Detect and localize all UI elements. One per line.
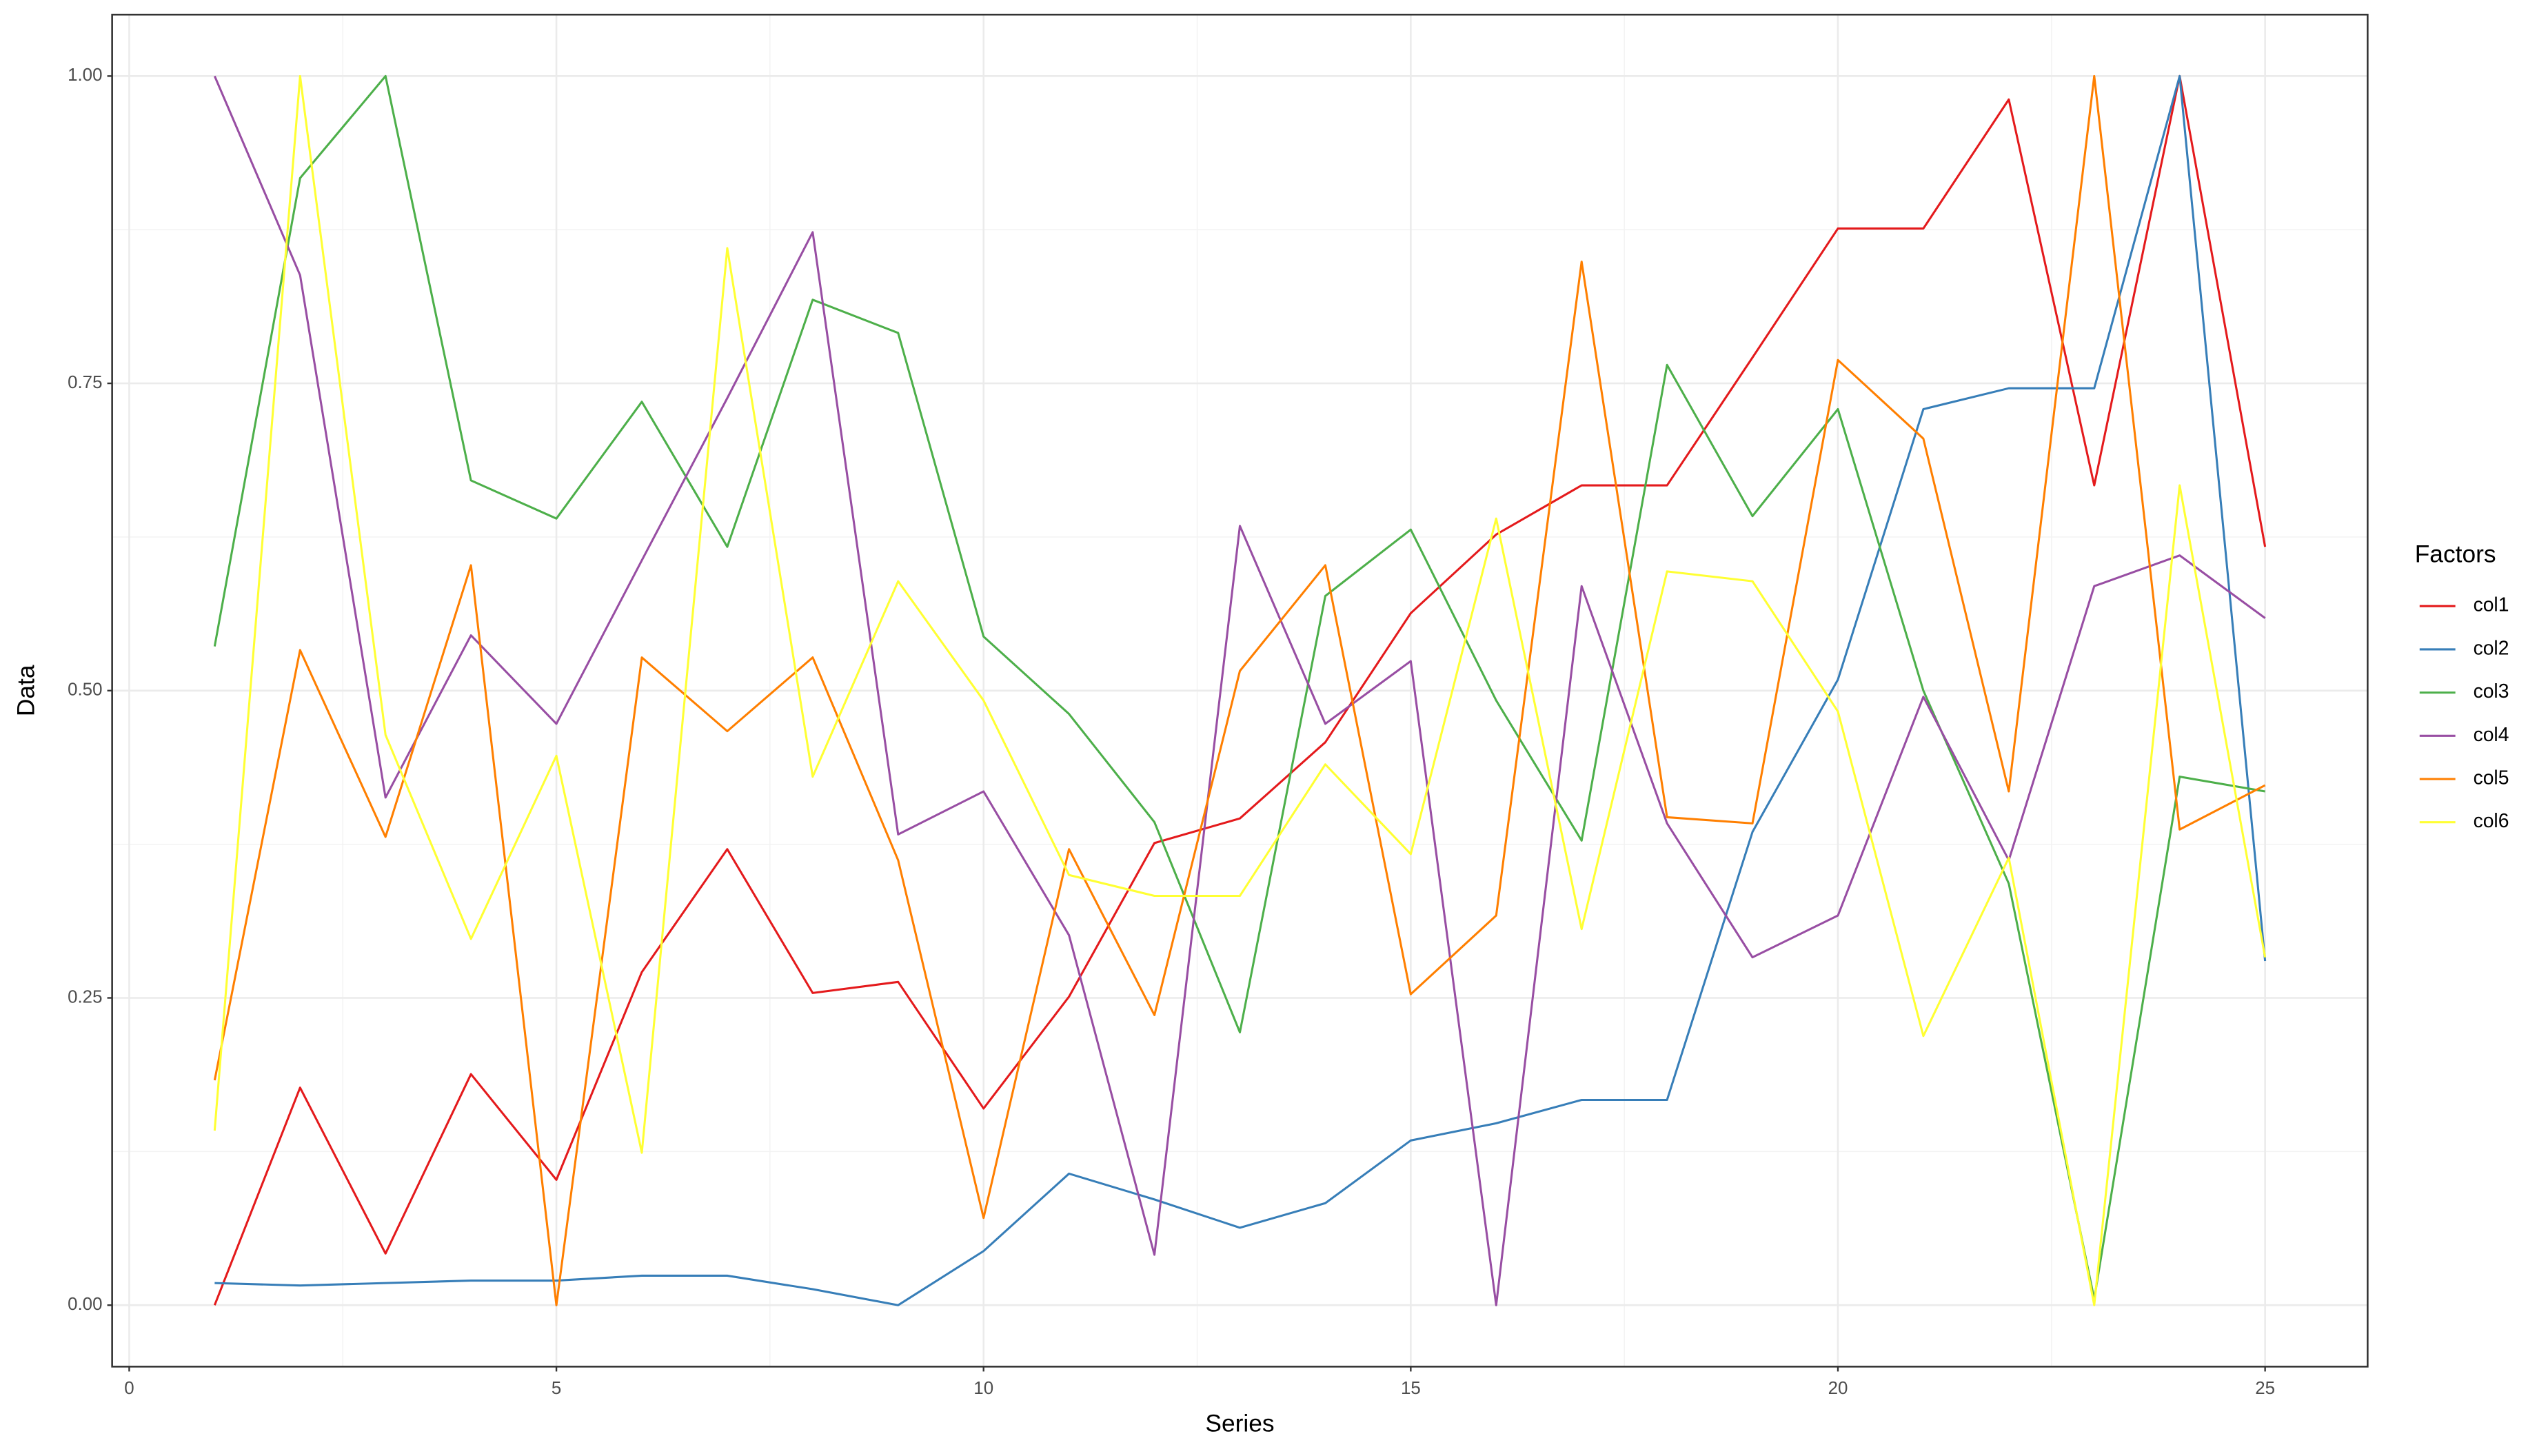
x-tick-label: 5 [552,1379,561,1398]
legend-label: col5 [2474,766,2509,788]
series-line [214,74,2267,1306]
series-line [213,74,2267,1306]
x-tick-label: 15 [1401,1379,1421,1398]
series-line [213,74,2267,1306]
series-line [213,75,2266,1306]
legend-label: col2 [2474,636,2509,658]
legend-label: col3 [2474,680,2509,702]
y-tick-label: 0.50 [68,680,102,700]
series-line [213,74,2266,1306]
y-tick-label: 0.75 [68,373,102,392]
x-tick-label: 0 [124,1379,134,1398]
x-axis-title: Series [1205,1410,1274,1437]
y-tick-label: 0.25 [68,987,102,1007]
x-tick-label: 25 [2255,1379,2275,1398]
series-line [213,74,2265,1300]
legend-title: Factors [2415,540,2496,567]
legend-label: col1 [2474,594,2509,616]
y-tick-label: 1.00 [68,65,102,85]
y-axis-title: Data [12,665,39,716]
legend-label: col6 [2474,809,2509,831]
panel-border [111,13,2369,1368]
legend-label: col4 [2474,723,2509,745]
x-tick-label: 20 [1828,1379,1848,1398]
y-tick-label: 0.00 [68,1295,102,1314]
x-tick-label: 10 [973,1379,993,1398]
